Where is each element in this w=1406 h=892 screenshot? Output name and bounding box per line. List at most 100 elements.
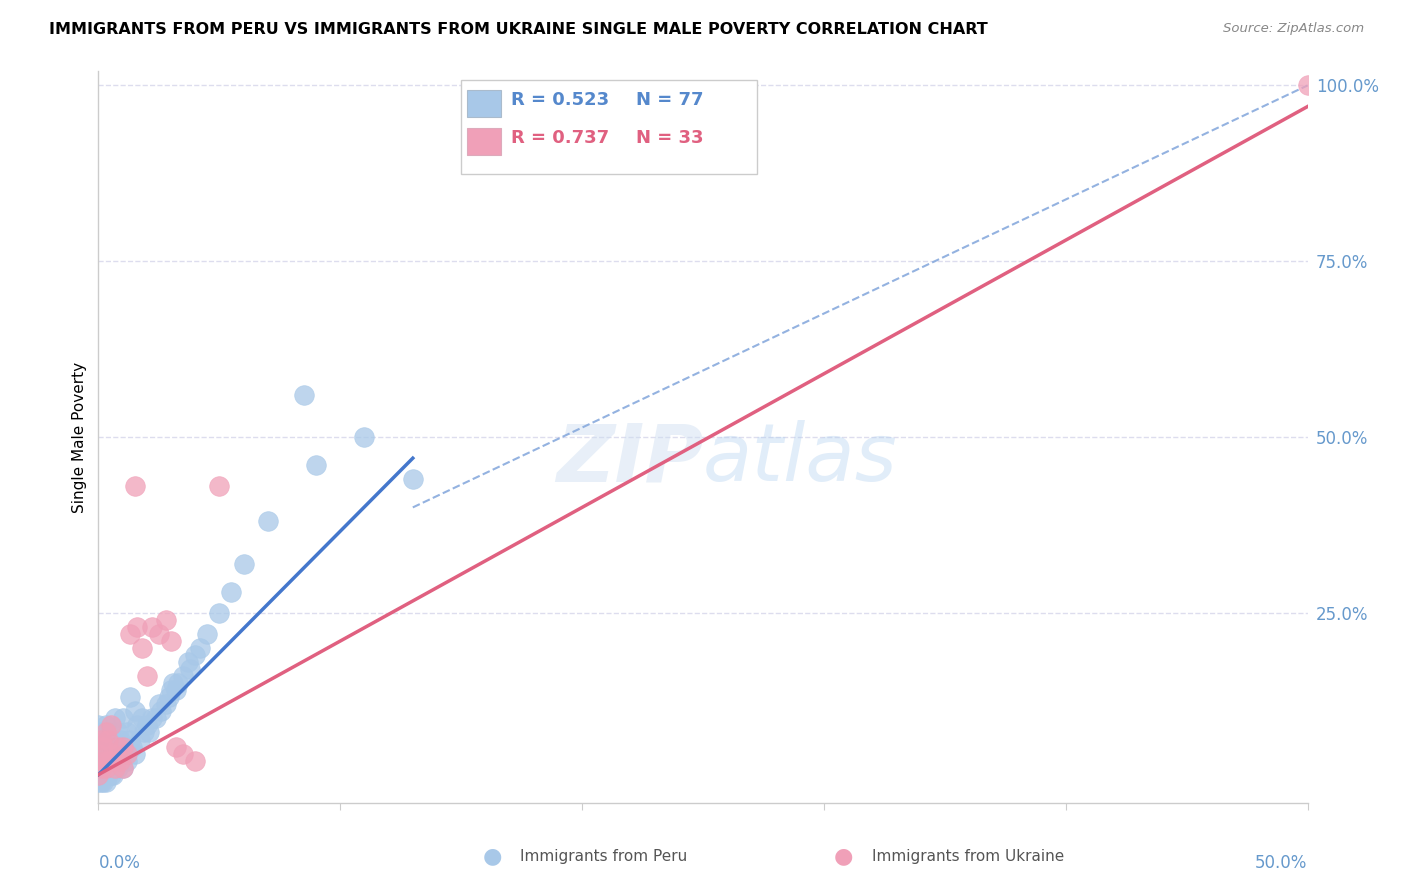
Text: atlas: atlas (703, 420, 898, 498)
Point (135, 718, 157, 732)
Point (94, 725, 117, 739)
Point (107, 761, 129, 775)
Point (90, 732, 112, 747)
Point (179, 662, 201, 676)
Point (121, 739, 143, 754)
Point (165, 683, 187, 698)
Point (118, 627, 141, 641)
Point (148, 627, 170, 641)
Point (90, 739, 112, 754)
Point (87, 718, 110, 732)
Point (90, 774, 112, 789)
Point (97, 767, 120, 781)
Point (117, 725, 139, 739)
Point (101, 767, 124, 781)
Point (124, 705, 146, 719)
Point (101, 747, 124, 761)
Point (167, 676, 190, 690)
Point (172, 747, 194, 761)
Point (87, 761, 110, 775)
Text: ZIP: ZIP (555, 420, 703, 498)
Point (87, 732, 110, 747)
Point (97, 754, 120, 768)
Text: Immigrants from Ukraine: Immigrants from Ukraine (872, 849, 1064, 863)
Text: N = 77: N = 77 (637, 91, 704, 109)
Point (353, 430, 375, 444)
Point (87, 767, 110, 781)
Point (134, 725, 156, 739)
Point (107, 725, 129, 739)
Point (177, 655, 200, 669)
Bar (467, 90, 501, 118)
Point (104, 711, 127, 725)
Point (124, 479, 146, 493)
Point (160, 683, 183, 698)
Point (162, 676, 184, 690)
Text: Immigrants from Peru: Immigrants from Peru (520, 849, 688, 863)
Point (87, 767, 110, 781)
Point (108, 754, 131, 768)
Point (87, 774, 110, 789)
Point (135, 669, 157, 683)
Bar (467, 128, 501, 155)
Point (155, 613, 177, 627)
Point (104, 761, 127, 775)
Point (1296, 78, 1319, 93)
Point (108, 754, 131, 768)
Point (148, 698, 170, 712)
Point (94, 718, 117, 732)
Text: R = 0.737: R = 0.737 (510, 129, 609, 147)
Point (118, 732, 141, 747)
Point (101, 732, 124, 747)
Point (94, 761, 117, 775)
Point (165, 739, 187, 754)
Point (145, 711, 167, 725)
Point (100, 732, 122, 747)
Point (87, 747, 110, 761)
Point (131, 711, 153, 725)
Point (100, 754, 122, 768)
Point (97, 732, 120, 747)
Text: IMMIGRANTS FROM PERU VS IMMIGRANTS FROM UKRAINE SINGLE MALE POVERTY CORRELATION : IMMIGRANTS FROM PERU VS IMMIGRANTS FROM … (49, 22, 988, 37)
Point (256, 515, 278, 529)
Point (195, 627, 218, 641)
Point (208, 479, 231, 493)
Point (94, 739, 117, 754)
Point (111, 711, 134, 725)
Point (208, 606, 231, 620)
Text: ●: ● (834, 847, 853, 866)
Text: 50.0%: 50.0% (1256, 854, 1308, 872)
Point (184, 754, 207, 768)
Point (100, 718, 122, 732)
Point (111, 739, 134, 754)
Point (114, 747, 136, 761)
Point (90, 761, 112, 775)
Point (100, 754, 122, 768)
Point (124, 747, 146, 761)
Point (160, 634, 183, 648)
Point (104, 739, 127, 754)
Point (97, 725, 120, 739)
Point (90, 767, 112, 781)
Point (184, 648, 207, 662)
Point (292, 388, 315, 402)
Point (91, 754, 114, 768)
FancyBboxPatch shape (461, 80, 758, 174)
Point (232, 557, 254, 571)
Text: 0.0%: 0.0% (98, 854, 141, 872)
Point (127, 718, 149, 732)
Y-axis label: Single Male Poverty: Single Male Poverty (72, 361, 87, 513)
Point (141, 711, 163, 725)
Point (107, 739, 129, 754)
Point (150, 705, 173, 719)
Point (117, 747, 139, 761)
Point (141, 620, 163, 634)
Point (157, 690, 180, 705)
Point (128, 732, 150, 747)
Point (91, 739, 114, 754)
Point (100, 767, 122, 781)
Point (91, 774, 114, 789)
Point (90, 754, 112, 768)
Point (402, 472, 425, 486)
Point (188, 641, 211, 656)
